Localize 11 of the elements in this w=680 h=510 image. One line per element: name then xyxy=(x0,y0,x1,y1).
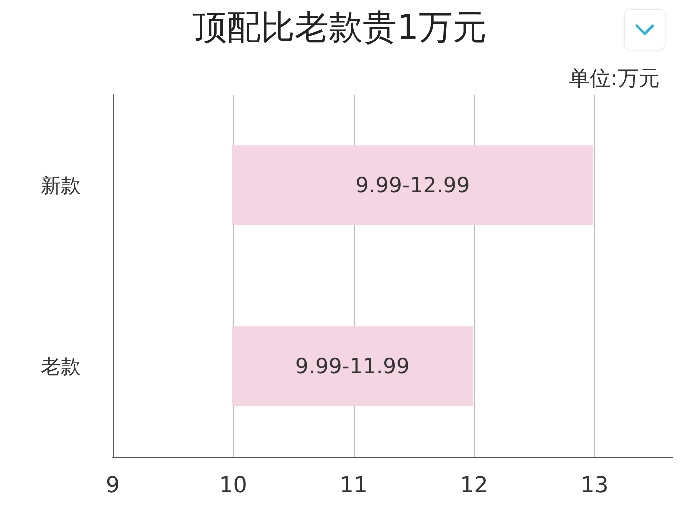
x-tick-label: 10 xyxy=(219,474,248,498)
x-tick-label: 13 xyxy=(580,474,609,498)
data-label: 9.99-12.99 xyxy=(356,174,470,198)
y-tick-label: 新款 xyxy=(41,174,81,198)
text: 单位:万元 xyxy=(568,66,660,90)
data-label: 9.99-11.99 xyxy=(295,354,410,378)
x-tick-label: 9 xyxy=(106,474,120,498)
chart-title: 顶配比老款贵1万元 xyxy=(193,8,487,48)
x-tick-label: 11 xyxy=(340,474,368,498)
x-tick-label: 12 xyxy=(460,474,488,498)
y-tick-label: 老款 xyxy=(41,354,81,378)
